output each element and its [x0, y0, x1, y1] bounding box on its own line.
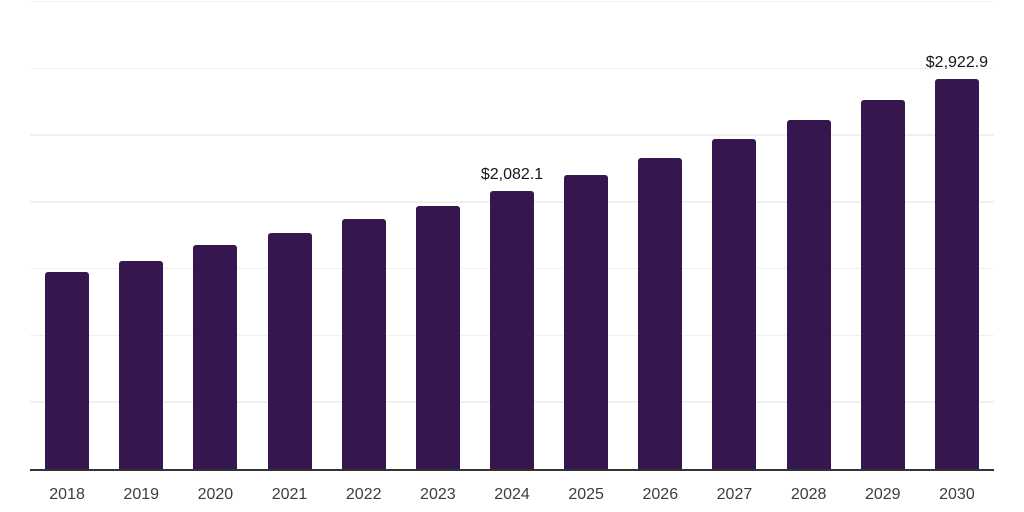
bar-2022: [341, 219, 386, 469]
x-tick-label-2024: 2024: [494, 485, 530, 503]
x-tick-label-2022: 2022: [345, 485, 382, 503]
bar-2029: [860, 99, 905, 469]
bar-2028: [786, 120, 831, 469]
bar-2019: [119, 261, 164, 469]
x-tick-label-2020: 2020: [197, 485, 234, 503]
x-tick-label-2029: 2029: [864, 485, 901, 503]
bar-2023: [415, 205, 460, 469]
bar-2027: [712, 139, 757, 469]
x-tick-label-2019: 2019: [123, 485, 160, 503]
bar-2025: [564, 174, 609, 469]
x-tick-label-2030: 2030: [939, 485, 975, 503]
x-tick-label-2023: 2023: [420, 485, 456, 503]
data-label-2030: $2,922.9: [925, 53, 989, 71]
x-tick-label-2018: 2018: [49, 485, 85, 503]
gridline-2500: [30, 134, 994, 136]
x-tick-label-2027: 2027: [716, 485, 753, 503]
x-axis-line: [30, 469, 994, 471]
x-tick-label-2025: 2025: [568, 485, 604, 503]
bar-2020: [193, 245, 238, 469]
gridline-3000: [30, 67, 994, 70]
x-tick-label-2021: 2021: [271, 485, 308, 503]
gridline-3500: [30, 0, 994, 3]
bar-2030: [934, 78, 979, 469]
data-label-2024: $2,082.1: [480, 165, 544, 183]
x-tick-label-2028: 2028: [790, 485, 827, 503]
bar-2018: [45, 272, 90, 469]
bar-2021: [267, 233, 312, 469]
x-tick-label-2026: 2026: [642, 485, 679, 503]
bar-2024: [490, 190, 534, 469]
bar-2026: [638, 157, 683, 469]
